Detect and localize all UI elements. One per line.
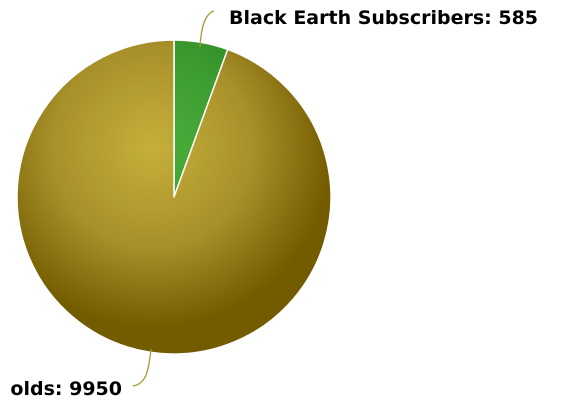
leader-line-black-earth-subscribers bbox=[199, 10, 215, 48]
leader-line-olds bbox=[132, 348, 152, 387]
pie-slices bbox=[16, 39, 332, 355]
slice-label-black-earth-subscribers: Black Earth Subscribers: 585 bbox=[229, 7, 538, 29]
slice-label-olds: olds: 9950 bbox=[10, 378, 122, 400]
label-leaders bbox=[132, 10, 215, 387]
pie-slice-olds[interactable] bbox=[16, 39, 332, 355]
slice-labels: Black Earth Subscribers: 585 olds: 9950 bbox=[10, 7, 538, 400]
